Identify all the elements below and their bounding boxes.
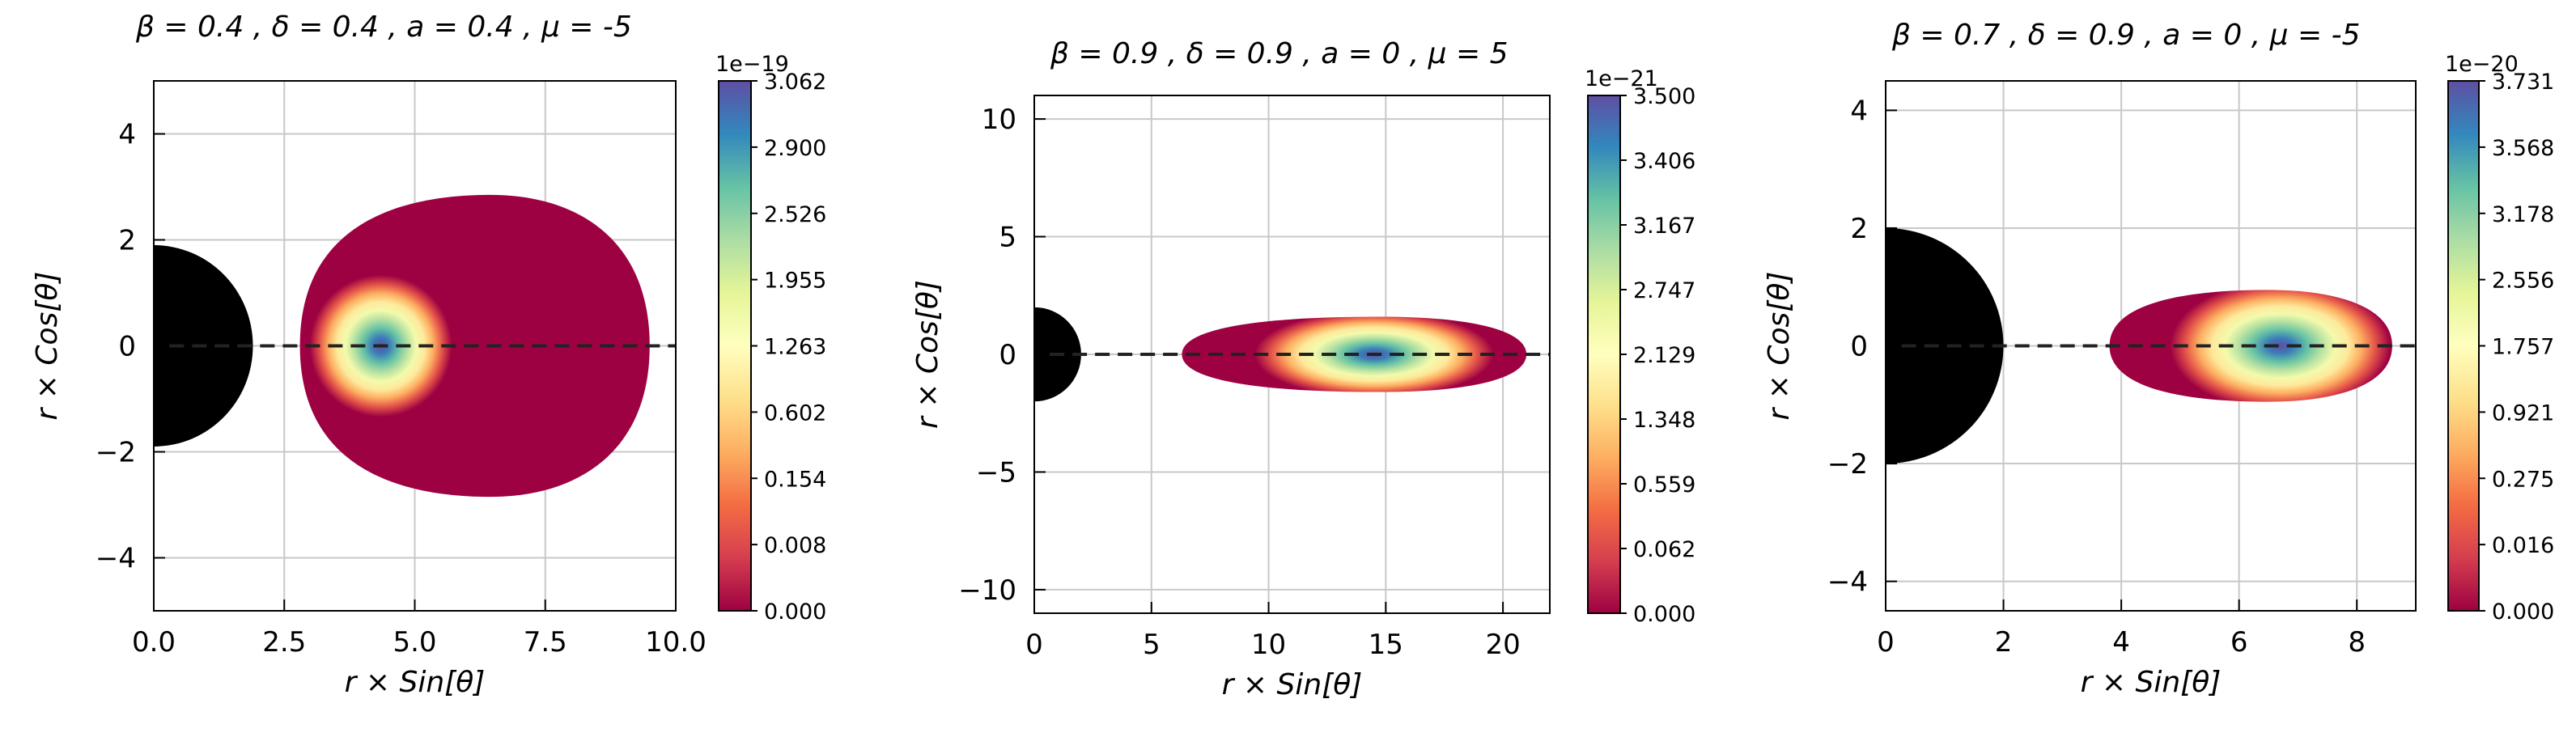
- x-tick-label: 2: [1995, 626, 2013, 659]
- y-tick-label: 0: [118, 331, 136, 363]
- colorbar-tick-label: 1.348: [1633, 408, 1695, 433]
- colorbar-tick-label: 3.062: [764, 70, 826, 95]
- colorbar-tick-label: 0.016: [2492, 533, 2554, 558]
- y-axis-label: r × Cos[θ]: [1763, 272, 1796, 421]
- x-tick-label: 20: [1485, 629, 1520, 661]
- y-tick-label: 2: [1850, 213, 1868, 245]
- colorbar-tick-label: 3.178: [2492, 202, 2554, 227]
- y-tick-label: 4: [1850, 95, 1868, 127]
- colorbar-tick-label: 1.263: [764, 335, 826, 360]
- panel-3: β = 0.7 , δ = 0.9 , a = 0 , μ = -5 0 2 4 6 8 −…: [1763, 19, 2554, 699]
- x-axis-label: r × Sin[θ]: [345, 666, 486, 699]
- y-tick-label: −4: [95, 543, 136, 575]
- colorbar-tick-label: 2.900: [764, 136, 826, 161]
- x-tick-label: 0: [1877, 626, 1895, 659]
- colorbar-tick-label: 1.955: [764, 269, 826, 294]
- colorbar-tick-label: 0.000: [764, 599, 826, 625]
- y-tick-label: −2: [1827, 448, 1868, 481]
- y-tick-label: 10: [982, 104, 1016, 136]
- y-axis-label: r × Cos[θ]: [911, 280, 944, 429]
- y-tick-label: 5: [999, 222, 1016, 254]
- panel-2: β = 0.9 , δ = 0.9 , a = 0 , μ = 5 0 5 10 15 2…: [911, 37, 1695, 701]
- y-tick-label: −4: [1827, 566, 1868, 599]
- x-tick-label: 2.5: [262, 626, 306, 659]
- colorbar: [2447, 80, 2480, 612]
- x-tick-label: 0: [1025, 629, 1043, 661]
- colorbar-exponent: 1e−19: [715, 52, 789, 77]
- colorbar-tick-label: 0.275: [2492, 467, 2554, 492]
- x-axis-label: r × Sin[θ]: [2081, 666, 2222, 699]
- colorbar-tick-label: 3.406: [1633, 149, 1695, 174]
- colorbar-tick-label: 0.062: [1633, 537, 1695, 562]
- y-tick-label: 0: [1850, 331, 1868, 363]
- y-tick-label: 2: [118, 225, 136, 257]
- x-tick-label: 6: [2230, 626, 2248, 659]
- colorbar: [1587, 95, 1621, 614]
- x-tick-label: 10: [1251, 629, 1286, 661]
- x-tick-label: 5: [1143, 629, 1161, 661]
- y-tick-label: −10: [958, 574, 1016, 607]
- x-tick-label: 4: [2112, 626, 2130, 659]
- colorbar-tick-label: 0.602: [764, 400, 826, 426]
- colorbar: [718, 80, 752, 612]
- y-tick-label: −5: [976, 456, 1016, 489]
- colorbar-tick-label: 0.154: [764, 467, 826, 492]
- colorbar-tick-label: 0.921: [2492, 400, 2554, 426]
- x-tick-label: 0.0: [132, 626, 176, 659]
- colorbar-tick-label: 3.167: [1633, 214, 1695, 239]
- x-tick-label: 8: [2348, 626, 2366, 659]
- panel-1: β = 0.4 , δ = 0.4 , a = 0.4 , μ = -5 0.0 2…: [31, 11, 826, 699]
- panel-title: β = 0.9 , δ = 0.9 , a = 0 , μ = 5: [1050, 37, 1508, 70]
- panel-title: β = 0.4 , δ = 0.4 , a = 0.4 , μ = -5: [135, 11, 632, 44]
- colorbar-tick-label: 3.731: [2492, 70, 2554, 95]
- x-tick-label: 5.0: [393, 626, 436, 659]
- colorbar-tick-label: 0.000: [2492, 599, 2554, 625]
- colorbar-tick-label: 1.757: [2492, 335, 2554, 360]
- colorbar-tick-label: 0.000: [1633, 602, 1695, 627]
- colorbar-tick-label: 2.129: [1633, 343, 1695, 368]
- colorbar-tick-label: 0.008: [764, 533, 826, 558]
- y-tick-label: 0: [999, 339, 1016, 371]
- colorbar-tick-label: 2.747: [1633, 278, 1695, 303]
- colorbar-exponent: 1e−20: [2445, 52, 2519, 77]
- y-tick-label: −2: [95, 437, 136, 469]
- x-axis-label: r × Sin[θ]: [1222, 668, 1363, 701]
- colorbar-tick-label: 0.559: [1633, 472, 1695, 498]
- y-tick-label: 4: [118, 119, 136, 151]
- panel-title: β = 0.7 , δ = 0.9 , a = 0 , μ = -5: [1891, 19, 2360, 52]
- colorbar-tick-label: 2.556: [2492, 269, 2554, 294]
- x-tick-label: 15: [1369, 629, 1403, 661]
- colorbar-tick-label: 2.526: [764, 202, 826, 227]
- black-hole: [1886, 227, 2004, 464]
- x-tick-label: 10.0: [645, 626, 707, 659]
- y-axis-label: r × Cos[θ]: [31, 272, 64, 421]
- colorbar-tick-label: 3.568: [2492, 136, 2554, 161]
- colorbar-tick-label: 3.500: [1633, 84, 1695, 109]
- x-tick-label: 7.5: [524, 626, 567, 659]
- colorbar-exponent: 1e−21: [1585, 66, 1658, 91]
